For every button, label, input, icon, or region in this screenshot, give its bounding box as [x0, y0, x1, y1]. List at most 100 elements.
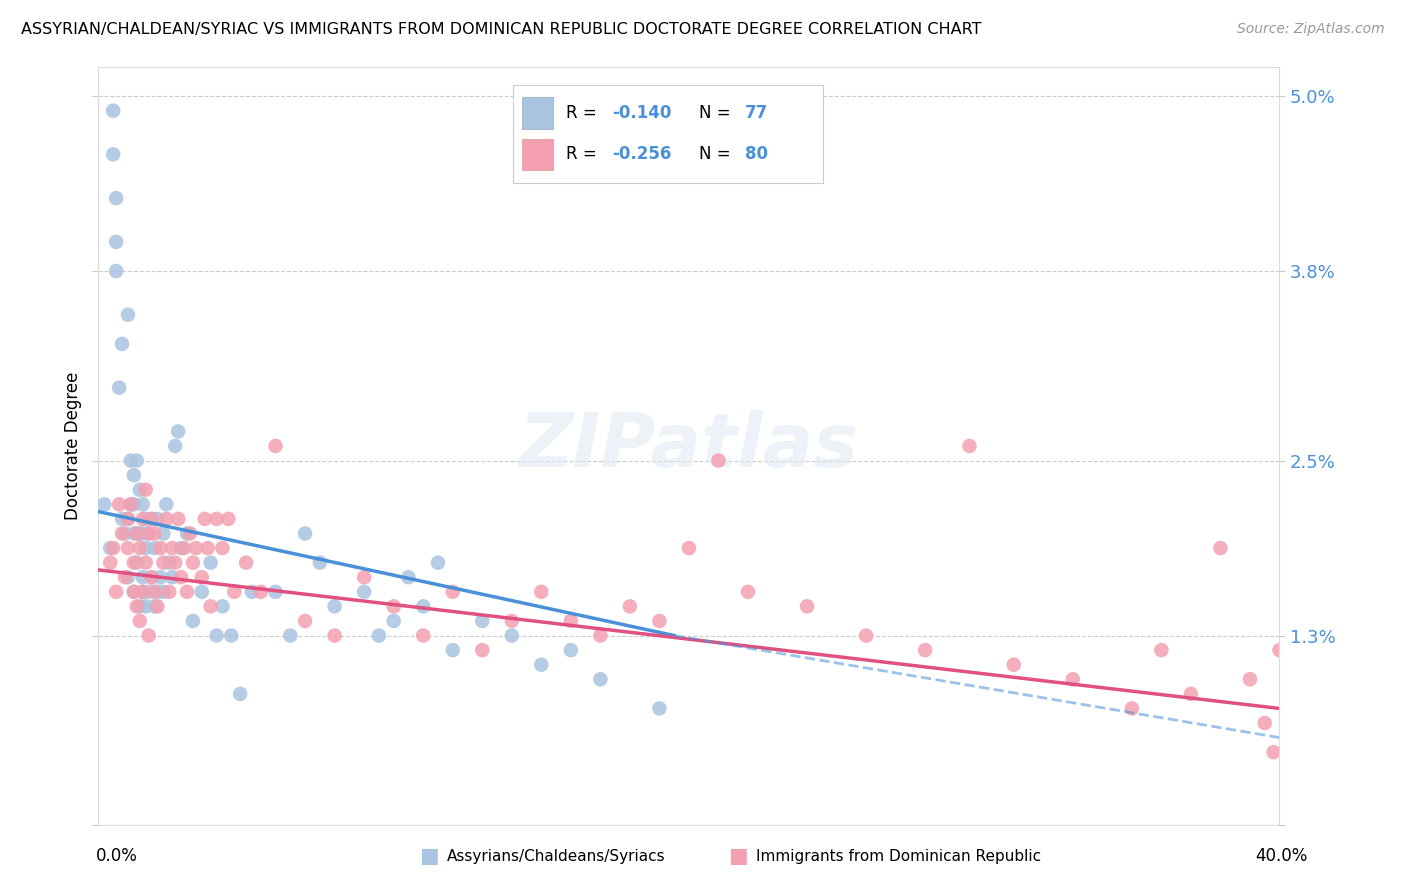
Text: 77: 77: [745, 104, 769, 122]
Text: R =: R =: [565, 145, 602, 163]
Point: [141, 570, 163, 584]
Point: [176, 526, 198, 541]
Point: [1209, 541, 1232, 555]
Point: [125, 599, 148, 614]
Point: [122, 584, 145, 599]
Point: [250, 584, 273, 599]
Point: [155, 512, 177, 526]
Point: [353, 570, 375, 584]
Point: [560, 643, 582, 657]
Point: [217, 512, 239, 526]
Text: ■: ■: [728, 847, 748, 866]
Point: [398, 570, 420, 584]
Point: [162, 541, 183, 555]
Point: [167, 425, 190, 439]
Point: [103, 147, 125, 161]
Point: [167, 512, 190, 526]
Point: [132, 526, 155, 541]
Point: [117, 541, 139, 555]
Point: [294, 614, 316, 628]
Point: [98, 556, 121, 570]
Point: [138, 526, 160, 541]
Point: [471, 643, 494, 657]
Point: [122, 497, 145, 511]
Point: [427, 556, 450, 570]
Point: [412, 599, 434, 614]
Point: [224, 584, 246, 599]
Point: [122, 556, 145, 570]
Point: [353, 584, 375, 599]
Point: [132, 584, 155, 599]
Point: [141, 570, 163, 584]
Point: [132, 497, 155, 511]
Point: [501, 629, 523, 643]
Point: [125, 556, 148, 570]
Point: [143, 584, 166, 599]
Point: [221, 629, 243, 643]
Text: Immigrants from Dominican Republic: Immigrants from Dominican Republic: [756, 849, 1042, 863]
Point: [240, 584, 263, 599]
Point: [211, 599, 233, 614]
Point: [1254, 716, 1277, 731]
Point: [737, 584, 759, 599]
Point: [165, 556, 187, 570]
Point: [194, 512, 217, 526]
Point: [122, 468, 145, 483]
Point: [128, 614, 150, 628]
Point: [471, 614, 494, 628]
Point: [135, 512, 157, 526]
Point: [135, 556, 157, 570]
FancyBboxPatch shape: [523, 139, 554, 170]
Point: [132, 584, 155, 599]
Point: [122, 526, 145, 541]
Point: [184, 541, 207, 555]
Point: [170, 541, 193, 555]
Point: [114, 570, 136, 584]
Point: [141, 512, 163, 526]
Point: [128, 599, 150, 614]
Point: [120, 497, 142, 511]
Point: [165, 439, 187, 453]
Point: [191, 570, 214, 584]
Point: [146, 584, 169, 599]
Point: [205, 629, 228, 643]
Point: [143, 541, 166, 555]
Text: Source: ZipAtlas.com: Source: ZipAtlas.com: [1237, 22, 1385, 37]
Point: [128, 526, 150, 541]
Point: [146, 599, 169, 614]
Point: [111, 526, 134, 541]
Point: [125, 526, 148, 541]
Point: [138, 526, 160, 541]
Point: [1121, 701, 1143, 715]
Point: [264, 439, 287, 453]
Point: [155, 497, 177, 511]
Point: [229, 687, 252, 701]
Point: [108, 497, 131, 511]
Point: [152, 526, 174, 541]
Text: 0.0%: 0.0%: [96, 847, 138, 865]
Point: [111, 512, 134, 526]
Point: [105, 264, 128, 278]
Point: [211, 541, 233, 555]
Point: [197, 541, 219, 555]
Point: [589, 673, 612, 687]
Text: -0.256: -0.256: [612, 145, 672, 163]
Point: [132, 512, 155, 526]
Point: [114, 526, 136, 541]
Point: [128, 541, 150, 555]
Point: [105, 584, 128, 599]
Point: [959, 439, 981, 453]
Point: [152, 556, 174, 570]
Point: [176, 584, 198, 599]
Point: [108, 381, 131, 395]
Point: [152, 584, 174, 599]
Point: [122, 584, 145, 599]
Point: [93, 497, 115, 511]
Point: [382, 599, 405, 614]
Point: [120, 453, 142, 467]
Point: [117, 512, 139, 526]
Point: [103, 541, 125, 555]
Point: [1150, 643, 1173, 657]
Point: [368, 629, 391, 643]
Point: [309, 556, 332, 570]
